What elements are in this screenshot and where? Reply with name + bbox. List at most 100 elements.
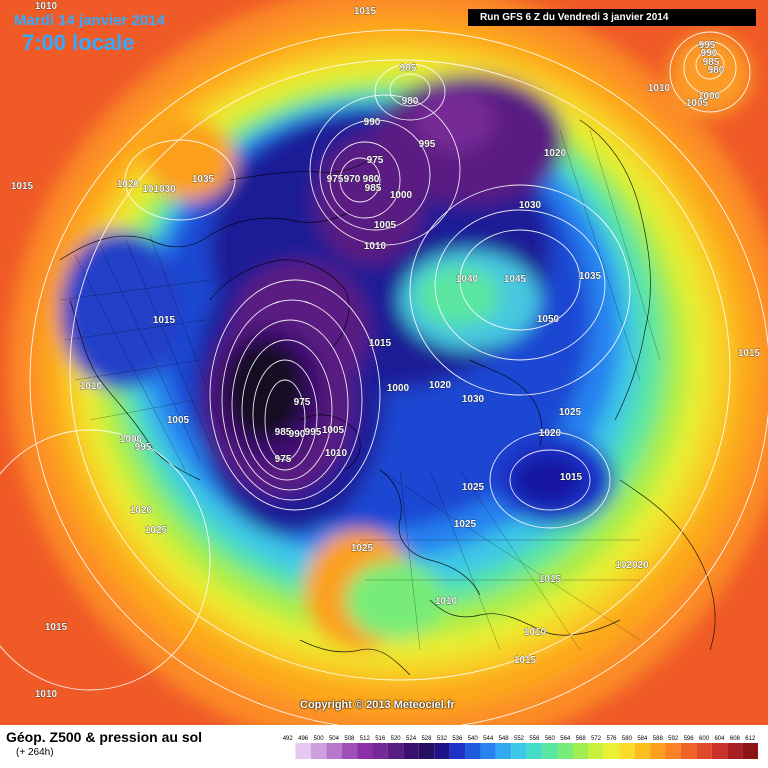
isobar-label: 990: [364, 117, 381, 128]
scale-tick-label: 504: [329, 736, 340, 742]
scale-tick-label: 576: [607, 736, 618, 742]
isobar-label: 995: [419, 139, 436, 150]
scale-swatch: [635, 743, 650, 759]
scale-tick-label: 532: [437, 736, 448, 742]
scale-tick-label: 492: [283, 736, 294, 742]
isobar-label: 975: [275, 454, 292, 465]
isobar-label: 1020: [544, 148, 567, 159]
isobar-label: 1025: [454, 519, 477, 530]
isobar-label: 1035: [579, 271, 602, 282]
isobar-label: 1050: [537, 314, 560, 325]
scale-swatch: [373, 743, 388, 759]
isobar-label: 1000: [390, 190, 413, 201]
scale-tick-label: 544: [483, 736, 494, 742]
isobar-label: 985: [365, 183, 382, 194]
isobar-label: 1010: [435, 596, 458, 607]
scale-tick-label: 560: [545, 736, 556, 742]
scale-tick-label: 584: [637, 736, 648, 742]
scale-tick-label: 508: [344, 736, 355, 742]
forecast-date: Mardi 14 janvier 2014: [14, 12, 165, 29]
copyright-notice: Copyright © 2013 Meteociel.fr: [300, 699, 455, 711]
isobar-label: 1020: [130, 505, 153, 516]
scale-swatch: [326, 743, 341, 759]
isobar-label: 1015: [560, 472, 583, 483]
scale-swatch: [450, 743, 465, 759]
scale-swatch: [434, 743, 449, 759]
scale-swatch: [696, 743, 711, 759]
isobar-label: 1010: [325, 448, 348, 459]
scale-tick-label: 528: [421, 736, 432, 742]
scale-swatch: [496, 743, 511, 759]
isobar-label: 980: [402, 96, 419, 107]
scale-tick-label: 496: [298, 736, 309, 742]
scale-tick-label: 580: [622, 736, 633, 742]
scale-tick-label: 596: [684, 736, 695, 742]
isobar-label: 1000: [387, 383, 410, 394]
scale-swatch: [665, 743, 680, 759]
isobar-label: 1010: [35, 1, 58, 12]
scale-swatch: [681, 743, 696, 759]
scale-swatch: [357, 743, 372, 759]
isobar-label: 1020: [429, 380, 452, 391]
isobar-label: 1025: [145, 525, 168, 536]
isobar-label: 1010: [364, 241, 387, 252]
scale-swatch: [542, 743, 557, 759]
scale-swatch: [342, 743, 357, 759]
scale-swatch: [465, 743, 480, 759]
isobar-label: 1025: [559, 407, 582, 418]
isobar-label: 1005: [167, 415, 190, 426]
scale-tick-label: 556: [529, 736, 540, 742]
scale-swatch: [419, 743, 434, 759]
scale-tick-label: 552: [514, 736, 525, 742]
scale-tick-label: 548: [499, 736, 510, 742]
isobar-label: 1045: [504, 274, 527, 285]
isobar-label: 1015: [45, 622, 68, 633]
scale-swatch: [558, 743, 573, 759]
z500-color-field: [0, 0, 768, 725]
scale-swatch: [295, 743, 310, 759]
isobar-label: 1015: [738, 348, 761, 359]
scale-tick-label: 572: [591, 736, 602, 742]
isobar-label: 1040: [456, 274, 479, 285]
color-scale: 492 496 500 504 508 512 516 520 524 528 532 536 540 5…: [280, 731, 758, 761]
scale-swatch: [311, 743, 326, 759]
isobar-label: 101030: [142, 184, 176, 195]
isobar-label: 1010: [648, 83, 671, 94]
isobar-label: 1025: [462, 482, 485, 493]
scale-swatch: [280, 743, 295, 759]
forecast-time: 7:00 locale: [22, 31, 135, 55]
scale-tick-label: 540: [468, 736, 479, 742]
scale-swatch: [388, 743, 403, 759]
legend-title: Géop. Z500 & pression au sol: [6, 729, 202, 745]
isobar-label: 1015: [354, 6, 377, 17]
isobar-label: 970: [344, 174, 361, 185]
scale-swatch: [743, 743, 758, 759]
scale-swatch: [604, 743, 619, 759]
isobar-label: 980: [708, 65, 725, 76]
scale-tick-label: 600: [699, 736, 710, 742]
run-info: Run GFS 6 Z du Vendredi 3 janvier 2014: [468, 9, 756, 26]
isobar-label: 995: [135, 442, 152, 453]
scale-swatch: [403, 743, 418, 759]
isobar-label: 1015: [539, 574, 562, 585]
scale-tick-label: 524: [406, 736, 417, 742]
scale-swatch: [573, 743, 588, 759]
scale-tick-label: 516: [375, 736, 386, 742]
scale-tick-label: 512: [360, 736, 371, 742]
isobar-label: 1020: [117, 179, 140, 190]
scale-tick-label: 592: [668, 736, 679, 742]
isobar-label: 1010: [35, 689, 58, 700]
scale-tick-label: 612: [745, 736, 756, 742]
scale-tick-label: 604: [714, 736, 725, 742]
isobar-label: 1015: [514, 655, 537, 666]
scale-tick-label: 608: [730, 736, 741, 742]
scale-swatch: [712, 743, 727, 759]
isobar-label: 1000: [698, 91, 721, 102]
isobar-label: 1015: [11, 181, 34, 192]
scale-swatch: [588, 743, 603, 759]
isobar-label: 1015: [153, 315, 176, 326]
scale-swatch: [480, 743, 495, 759]
isobar-label: 1025: [351, 543, 374, 554]
scale-swatch: [511, 743, 526, 759]
